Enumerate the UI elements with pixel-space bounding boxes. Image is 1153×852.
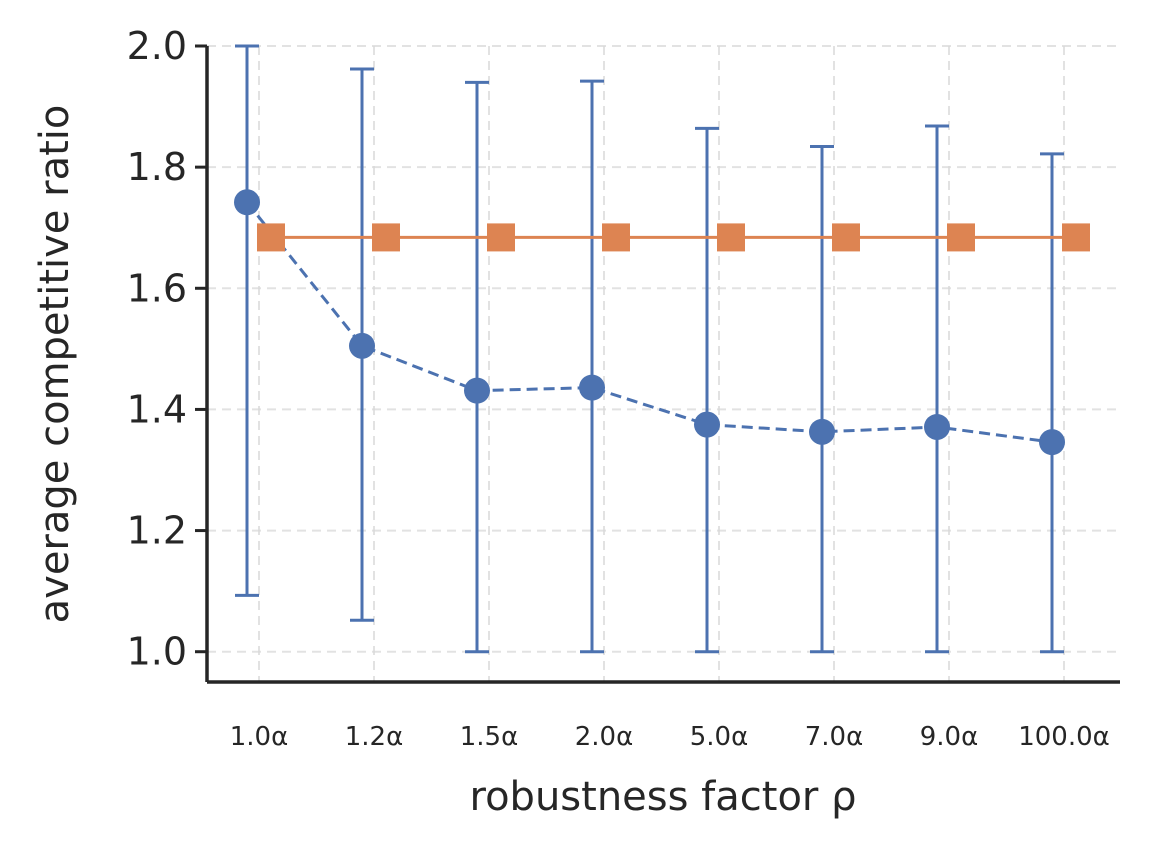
y-axis-label: average competitive ratio [32,105,78,624]
x-tick-label: 7.0α [805,722,864,752]
x-tick-label: 9.0α [920,722,979,752]
data-point [579,374,605,401]
x-tick-label: 1.2α [345,722,404,752]
data-point [717,223,745,252]
y-tick-label: 1.2 [127,509,187,553]
series-square [257,223,1090,252]
y-tick-label: 1.6 [127,266,187,310]
series-layer [234,44,1090,654]
data-point [1062,223,1090,252]
x-ticks: 1.0α 1.2α 1.5α 2.0α 5.0α 7.0α 9.0α 100.0α [230,722,1110,752]
data-point [924,413,950,440]
data-point [464,377,490,404]
y-tick-label: 2.0 [127,24,187,68]
y-tick-label: 1.4 [127,387,187,431]
data-point [349,332,375,359]
x-tick-label: 1.0α [230,722,289,752]
data-point [234,189,260,216]
series-circle [234,44,1065,654]
data-point [257,223,285,252]
data-point [1039,429,1065,456]
data-point [694,411,720,438]
axes [205,46,1120,684]
series-line [245,201,1053,444]
y-tick-label: 1.8 [127,145,187,189]
x-tick-label: 2.0α [575,722,634,752]
x-tick-label: 100.0α [1018,722,1110,752]
data-point [372,223,400,252]
data-point [602,223,630,252]
grid [207,45,1120,682]
y-tick-label: 1.0 [127,630,187,674]
data-point [809,418,835,445]
data-point [947,223,975,252]
y-ticks: 1.0 1.2 1.4 1.6 1.8 2.0 [127,24,207,674]
x-tick-label: 5.0α [690,722,749,752]
x-axis-label: robustness factor ρ [470,774,857,820]
x-tick-label: 1.5α [460,722,519,752]
data-point [487,223,515,252]
data-point [832,223,860,252]
